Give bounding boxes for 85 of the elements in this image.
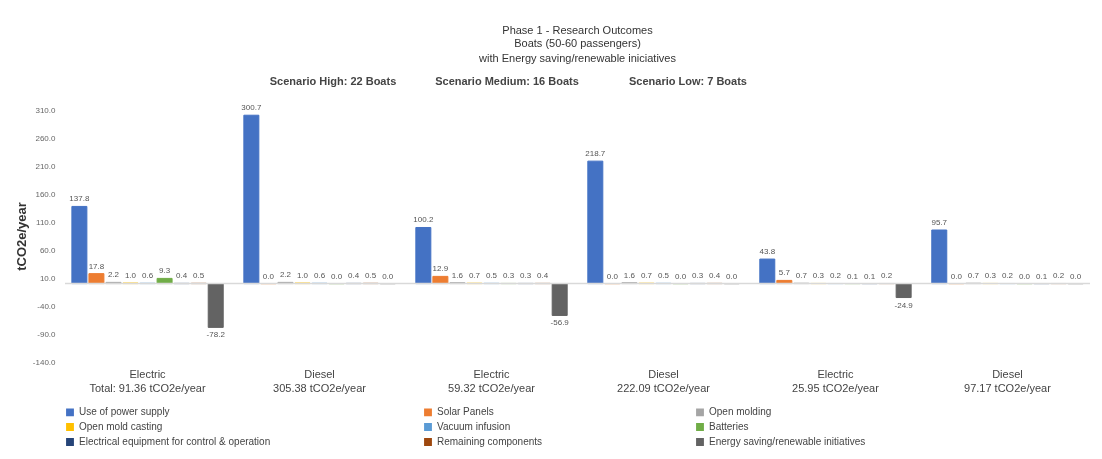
data-label: 0.3 (520, 271, 532, 281)
chart-title: Phase 1 - Research Outcomes (502, 24, 654, 36)
legend-label: Solar Panels (437, 406, 494, 418)
legend-label: Vacuum infusion (437, 421, 511, 432)
data-label: 0.0 (950, 271, 963, 281)
data-label: 2.2 (107, 270, 120, 280)
data-label: 0.0 (606, 271, 619, 281)
legend-label: Batteries (709, 421, 749, 432)
data-label: 0.1 (863, 271, 876, 281)
data-label: -56.9 (550, 318, 570, 328)
data-label: 0.4 (176, 271, 188, 281)
data-label: 0.0 (382, 271, 394, 281)
text: Scenario High: 22 Boats (269, 75, 397, 87)
data-label: 0.5 (657, 271, 670, 281)
legend-label: Remaining components (437, 436, 543, 447)
data-label: 2.2 (279, 270, 292, 280)
y-tick-label: 10.0 (39, 273, 57, 283)
data-label: 0.7 (640, 271, 653, 281)
data-label: -24.9 (894, 300, 914, 310)
text: Scenario Medium: 16 Boats (435, 75, 579, 87)
data-label: 1.0 (296, 271, 309, 281)
data-label: 0.6 (141, 271, 154, 281)
data-label: 0.2 (1053, 271, 1065, 281)
data-label: 0.5 (193, 271, 205, 281)
data-label: 0.0 (262, 271, 275, 281)
legend-label: Open mold casting (79, 421, 163, 432)
data-label: 0.1 (846, 271, 859, 281)
data-label: -78.2 (206, 330, 226, 340)
data-label: 0.2 (881, 271, 893, 281)
data-label: 12.9 (432, 264, 449, 274)
data-label: 0.0 (1018, 271, 1031, 281)
x-tick-label: Electric 59.32 tCO2e/year (448, 367, 536, 394)
legend-label: Use of power supply (79, 406, 170, 418)
chart-subtitle: Boats (50-60 passengers) with Energy saving/renewable iniciatives (478, 37, 677, 64)
data-label: 5.7 (778, 268, 791, 278)
data-label: 0.0 (726, 271, 738, 281)
data-label: 0.4 (709, 271, 721, 281)
data-label: 0.0 (1070, 271, 1082, 281)
legend-label: Electrical equipment for control & operation (79, 436, 271, 447)
data-label: 0.4 (537, 271, 549, 281)
data-label: 0.7 (468, 271, 481, 281)
data-label: 0.5 (365, 271, 377, 281)
text: Scenario Low: 7 Boats (629, 75, 747, 87)
x-tick-label: Diesel 222.09 tCO2e/year (617, 367, 711, 394)
y-tick-label: 160.0 (35, 189, 57, 199)
y-tick-label: -40.0 (37, 301, 57, 311)
y-tick-label: 110.0 (36, 217, 57, 227)
y-tick-label: 210.0 (35, 161, 57, 171)
data-label: 1.0 (124, 271, 137, 281)
y-tick-label: 260.0 (35, 133, 57, 143)
data-label: 0.5 (485, 271, 498, 281)
x-tick-label: Electric Total: 91.36 tCO2e/year (89, 367, 206, 394)
data-label: 0.0 (331, 271, 343, 281)
data-label: 0.0 (674, 271, 687, 281)
data-label: 1.6 (623, 270, 636, 280)
x-tick-label: Electric 25.95 tCO2e/year (792, 367, 880, 394)
data-label: 0.3 (502, 271, 515, 281)
data-label: 95.7 (931, 218, 948, 228)
data-label: 300.7 (241, 103, 262, 113)
data-label: 1.6 (451, 270, 464, 280)
y-tick-label: -140.0 (32, 357, 57, 367)
y-tick-label: 310.0 (35, 105, 57, 115)
x-tick-label: Diesel 305.38 tCO2e/year (273, 367, 367, 394)
data-label: 0.3 (984, 271, 997, 281)
data-label: 0.7 (795, 271, 808, 281)
legend-label: Open molding (709, 406, 772, 418)
y-axis-title: tCO2e/year (13, 202, 29, 271)
data-label: 0.7 (967, 271, 980, 281)
data-label: 137.8 (69, 194, 90, 204)
data-label: 0.4 (348, 271, 360, 281)
data-label: 0.3 (812, 271, 825, 281)
data-label: 43.8 (759, 247, 776, 257)
data-label: 100.2 (413, 215, 434, 225)
data-label: 0.3 (692, 271, 704, 281)
data-label: 9.3 (159, 266, 171, 276)
data-label: 0.2 (829, 271, 842, 281)
data-label: 0.1 (1035, 271, 1048, 281)
x-tick-label: Diesel 97.17 tCO2e/year (964, 367, 1052, 394)
y-tick-label: 60.0 (39, 245, 57, 255)
data-label: 17.8 (88, 261, 105, 271)
legend-label: Energy saving/renewable initiatives (709, 436, 866, 447)
data-label: 218.7 (585, 149, 606, 159)
y-tick-label: -90.0 (37, 329, 57, 339)
data-label: 0.6 (313, 271, 326, 281)
data-label: 0.2 (1001, 271, 1014, 281)
